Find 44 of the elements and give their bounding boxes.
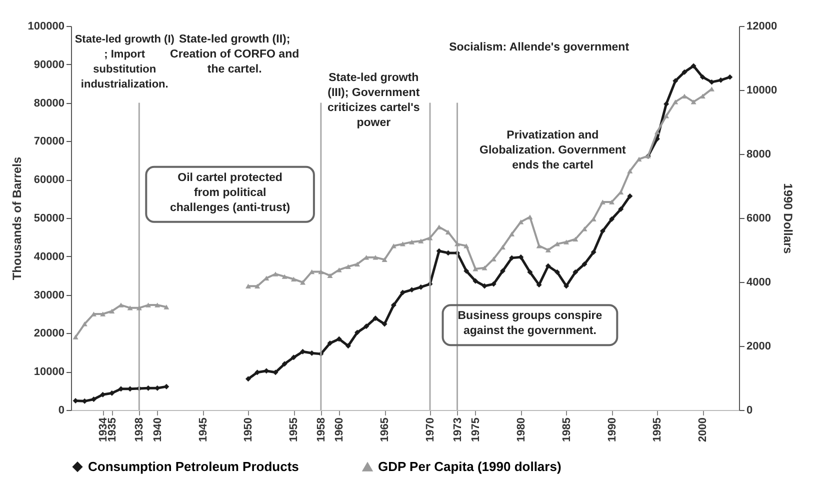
x-tick-label: 1938 [134, 418, 146, 442]
legend-label: Consumption Petroleum Products [88, 458, 299, 474]
x-tick-label: 1965 [379, 418, 392, 442]
annotation: Privatization and Globalization. Government ends the cartel [480, 130, 626, 172]
y2-tick-label: 2000 [746, 340, 771, 352]
legend-label: GDP Per Capita (1990 dollars) [378, 459, 562, 474]
y2-tick-label: 4000 [746, 276, 771, 288]
x-tick-label: 1985 [560, 418, 573, 442]
x-tick-label: 1935 [106, 418, 118, 442]
annotation: Socialism: Allende's government [449, 41, 630, 54]
y-tick-label: 40000 [34, 250, 64, 263]
annotation: State-led growth (III); Government criticizes cartel's power [328, 72, 420, 130]
annotation: Business groups conspire against the government. [458, 310, 602, 338]
x-tick-label: 1945 [197, 418, 210, 442]
x-tick-label: 1955 [288, 418, 300, 442]
y2-tick-label: 6000 [746, 212, 771, 224]
x-tick-label: 1973 [452, 418, 464, 442]
x-tick-label: 1975 [470, 418, 482, 442]
y-tick-label: 70000 [34, 136, 64, 148]
y-tick-label: 30000 [34, 289, 64, 302]
y-tick-label: 20000 [34, 328, 64, 340]
y-tick-label: 10000 [34, 366, 64, 378]
y2-axis-title: 1990 Dollars [781, 183, 796, 254]
y-axis-title: Thousands of Barrels [10, 156, 24, 280]
x-tick-label: 1970 [424, 418, 436, 442]
y-tick-label: 80000 [34, 97, 64, 110]
x-tick-label: 1990 [606, 418, 618, 442]
y-tick-label: 0 [58, 404, 64, 416]
y-tick-label: 50000 [34, 212, 64, 224]
x-tick-label: 1940 [152, 418, 164, 442]
y-tick-label: 100000 [28, 20, 64, 32]
y2-tick-label: 8000 [746, 148, 771, 160]
y2-tick-label: 12000 [746, 20, 778, 32]
y2-tick-label: 0 [746, 404, 753, 416]
x-tick-label: 1958 [315, 418, 328, 442]
x-tick-label: 1950 [242, 418, 255, 442]
x-tick-label: 1960 [334, 418, 346, 442]
x-tick-label: 1980 [515, 418, 528, 442]
y2-tick-label: 10000 [746, 84, 778, 96]
y-tick-label: 60000 [34, 174, 64, 186]
annotation: Oil cartel protected from political challenges (anti-trust) [170, 172, 290, 214]
x-tick-label: 2000 [697, 418, 710, 442]
x-tick-label: 1995 [652, 418, 664, 442]
y-tick-label: 90000 [34, 58, 64, 71]
